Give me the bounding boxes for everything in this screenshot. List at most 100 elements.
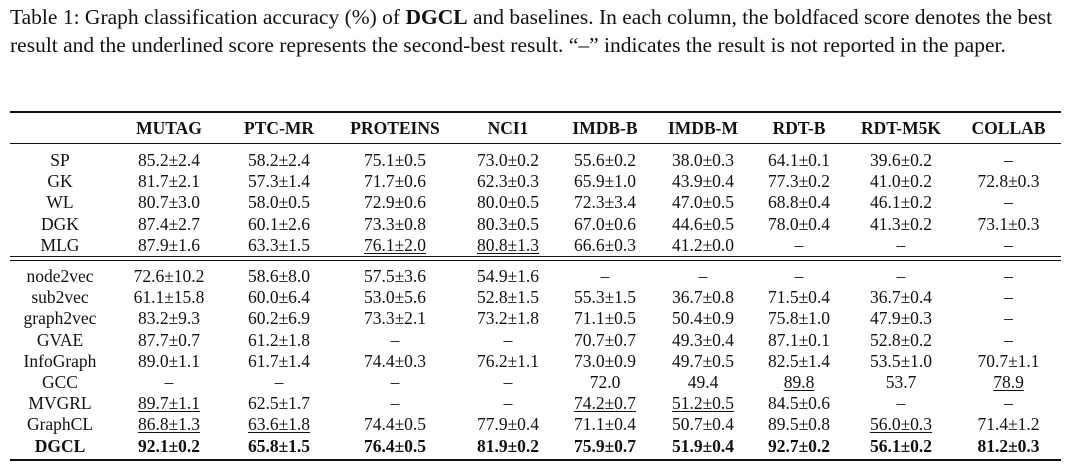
table-row: node2vec 72.6±10.2 58.6±8.0 57.5±3.6 54.9±1.… [10,266,1061,287]
score-value: 81.2±0.3 [977,435,1040,456]
score-value: 41.0±0.2 [869,171,933,192]
score-cell: – [956,308,1061,329]
caption-suffix: and baselines. In each column, the boldf… [10,5,1053,57]
score-cell: 80.3±0.5 [460,214,556,235]
score-cell: 65.9±1.0 [556,171,654,192]
score-cell: 63.3±1.5 [228,235,330,256]
score-value: 72.0 [589,372,621,393]
score-value: – [794,234,804,255]
score-cell: 55.6±0.2 [556,150,654,171]
method-name: GCC [42,372,78,393]
score-cell: 52.8±1.5 [460,287,556,308]
score-cell: 73.3±2.1 [330,308,460,329]
score-value: 92.7±0.2 [767,435,831,456]
table-row: InfoGraph 89.0±1.1 61.7±1.4 74.4±0.3 76.2±1.… [10,351,1061,372]
table-row: GK 81.7±2.1 57.3±1.4 71.7±0.6 62.3±0.3 65.9±1… [10,171,1061,192]
score-value: 80.0±0.5 [476,192,540,213]
score-value: 87.7±0.7 [137,329,201,350]
score-cell: 86.8±1.3 [110,414,228,435]
score-cell: 61.1±15.8 [110,287,228,308]
score-cell: – [460,372,556,393]
score-cell: 58.0±0.5 [228,192,330,213]
score-value: 81.7±2.1 [137,171,201,192]
top-rule [10,111,1061,113]
score-value: – [503,393,513,414]
score-cell: 76.2±1.1 [460,351,556,372]
score-cell: 51.2±0.5 [654,393,752,414]
score-cell: 50.4±0.9 [654,308,752,329]
score-cell: 74.4±0.3 [330,351,460,372]
score-value: 71.5±0.4 [767,287,831,308]
score-cell: 72.0 [556,372,654,393]
score-value: 73.0±0.2 [476,150,540,170]
score-value: 53.7 [885,372,917,393]
score-value: – [164,372,174,393]
score-value: – [1004,266,1013,287]
score-cell: 70.7±0.7 [556,330,654,351]
score-value: 65.9±1.0 [573,171,637,192]
method-name: MLG [40,234,80,255]
score-cell: 89.7±1.1 [110,393,228,414]
score-cell: 87.7±0.7 [110,330,228,351]
score-value: 64.1±0.1 [767,150,831,170]
score-cell: 87.9±1.6 [110,235,228,256]
score-value: 72.9±0.6 [363,192,427,213]
score-cell: 70.7±1.1 [956,351,1061,372]
score-cell: 76.4±0.5 [330,436,460,457]
score-value: 43.9±0.4 [671,171,735,192]
score-cell: 81.9±0.2 [460,436,556,457]
score-value: 87.9±1.6 [137,234,201,255]
score-cell: 73.0±0.9 [556,351,654,372]
score-cell: – [330,330,460,351]
score-cell: 49.4 [654,372,752,393]
score-cell: 89.8 [752,372,846,393]
score-value: 50.4±0.9 [671,308,735,329]
score-cell: 76.1±2.0 [330,235,460,256]
group-separator-rule [10,256,1061,257]
score-cell: – [752,266,846,287]
table-row: MVGRL 89.7±1.1 62.5±1.7 – – 74.2±0.7 51.2±0.5 8… [10,393,1061,414]
score-value: 54.9±1.6 [476,266,540,287]
score-cell: 47.9±0.3 [846,308,956,329]
score-cell: 57.5±3.6 [330,266,460,287]
score-cell: 68.8±0.4 [752,192,846,213]
score-value: 58.2±2.4 [247,150,311,170]
score-cell: 71.1±0.5 [556,308,654,329]
score-cell: 58.2±2.4 [228,150,330,171]
col-header-proteins: PROTEINS [350,117,440,138]
score-value: 78.0±0.4 [767,213,831,234]
score-value: 44.6±0.5 [671,213,735,234]
score-cell: 72.6±10.2 [110,266,228,287]
score-value: 41.2±0.0 [671,234,735,255]
score-cell: 71.4±1.2 [956,414,1061,435]
table-row: DGK 87.4±2.7 60.1±2.6 73.3±0.8 80.3±0.5 67.0±… [10,214,1061,235]
score-cell: 75.8±1.0 [752,308,846,329]
score-value: 80.7±3.0 [137,192,201,213]
col-header-method [10,114,110,142]
col-header-rdt-b: RDT-B [772,117,826,138]
score-cell: – [956,235,1061,256]
score-cell: 71.5±0.4 [752,287,846,308]
score-cell: 62.5±1.7 [228,393,330,414]
score-value: 53.5±1.0 [869,350,933,371]
score-cell: 36.7±0.8 [654,287,752,308]
score-value: – [896,266,906,287]
score-value: – [1004,287,1013,308]
score-value: – [503,372,513,393]
score-value: 49.3±0.4 [671,329,735,350]
score-value: 71.1±0.5 [573,308,637,329]
score-cell: 81.7±2.1 [110,171,228,192]
score-cell: 85.2±2.4 [110,150,228,171]
method-name: GraphCL [26,414,94,435]
method-name: sub2vec [31,287,89,308]
score-value: 76.1±2.0 [363,234,427,255]
method-name: DGCL [34,435,86,456]
score-cell: 73.3±0.8 [330,214,460,235]
score-value: 72.8±0.3 [977,171,1040,192]
table-row: SP 85.2±2.4 58.2±2.4 75.1±0.5 73.0±0.2 55.6±0… [10,150,1061,171]
table-caption: Table 1: Graph classification accuracy (… [10,3,1072,59]
score-value: 56.1±0.2 [869,435,933,456]
score-value: 89.0±1.1 [137,350,201,371]
header-rule [10,143,1061,144]
score-cell: – [956,393,1061,414]
